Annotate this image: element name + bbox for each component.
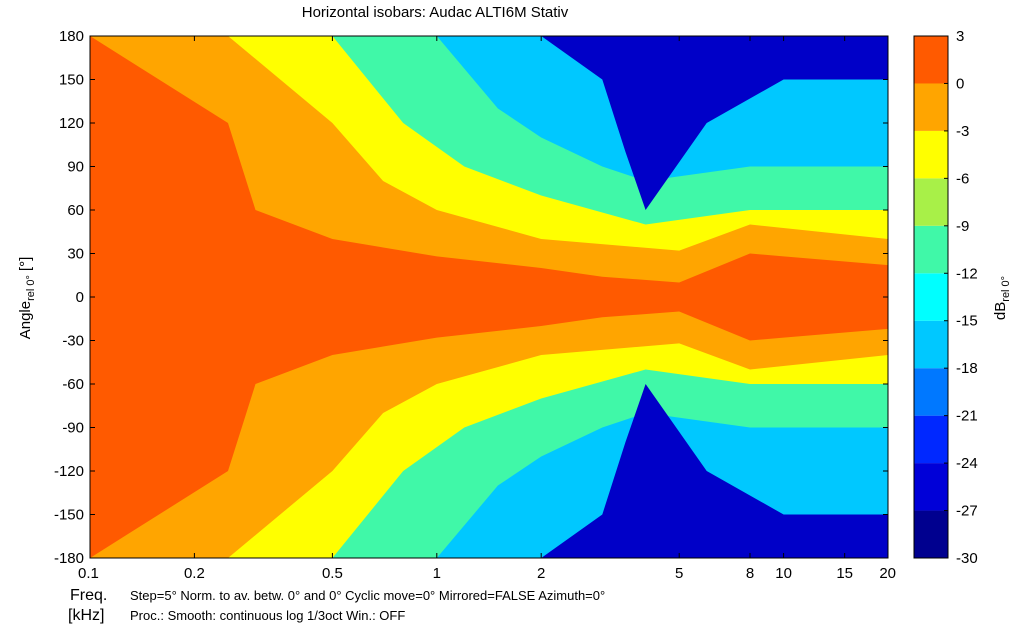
- colorbar-swatch: [914, 36, 948, 84]
- colorbar-tick-label: 3: [956, 28, 964, 45]
- y-axis-label-sub: rel 0°: [25, 275, 37, 301]
- y-axis-label: Anglerel 0° [°]: [17, 257, 37, 340]
- heatmap-plot-area: [90, 36, 888, 558]
- colorbar-swatch: [914, 463, 948, 511]
- chart-title: Horizontal isobars: Audac ALTI6M Stativ: [302, 4, 569, 21]
- colorbar: [914, 36, 948, 558]
- x-tick-label: 20: [879, 565, 896, 582]
- colorbar-label: dBrel 0°: [992, 276, 1012, 320]
- y-tick-label: -180: [54, 550, 84, 567]
- y-tick-label: 0: [76, 289, 84, 306]
- isobar-contours: [90, 36, 888, 558]
- y-tick-label: -60: [62, 376, 84, 393]
- colorbar-swatch: [914, 320, 948, 369]
- colorbar-tick-label: -3: [956, 123, 969, 140]
- colorbar-swatch: [914, 510, 948, 558]
- colorbar-tick-label: -12: [956, 265, 978, 282]
- colorbar-label-main: dB: [992, 302, 1009, 320]
- x-axis-label: Freq.: [70, 587, 107, 604]
- colorbar-tick-label: -21: [956, 408, 978, 425]
- colorbar-label-sub: rel 0°: [1000, 276, 1012, 302]
- colorbar-tick-label: 0: [956, 75, 964, 92]
- colorbar-tick-label: -18: [956, 360, 978, 377]
- colorbar-swatch: [914, 273, 948, 321]
- colorbar-swatch: [914, 178, 948, 226]
- x-tick-label: 10: [775, 565, 792, 582]
- x-tick-label: 0.1: [78, 565, 99, 582]
- x-axis-unit: [kHz]: [68, 607, 104, 624]
- y-axis-label-unit: [°]: [17, 257, 34, 271]
- x-tick-label: 5: [675, 565, 683, 582]
- y-tick-label: -150: [54, 507, 84, 524]
- colorbar-tick-label: -6: [956, 170, 969, 187]
- y-tick-label: 60: [67, 202, 84, 219]
- y-tick-label: -90: [62, 420, 84, 437]
- colorbar-frame: [913, 35, 949, 559]
- colorbar-swatch: [914, 225, 948, 274]
- y-tick-label: 30: [67, 246, 84, 263]
- footer-line2: Proc.: Smooth: continuous log 1/3oct Win…: [130, 608, 405, 623]
- colorbar-ticks: 3 0 -3 -6 -9 -12 -15 -18 -21 -24 -27 -30: [944, 28, 978, 567]
- y-tick-label: 150: [59, 72, 84, 89]
- x-tick-label: 15: [836, 565, 853, 582]
- y-tick-label: -30: [62, 333, 84, 350]
- x-tick-label: 8: [746, 565, 754, 582]
- y-tick-label: 120: [59, 115, 84, 132]
- colorbar-tick-label: -27: [956, 503, 978, 520]
- colorbar-tick-label: -9: [956, 218, 969, 235]
- colorbar-swatch: [914, 368, 948, 416]
- footer-line1: Step=5° Norm. to av. betw. 0° and 0° Cyc…: [130, 588, 605, 603]
- x-tick-label: 1: [433, 565, 441, 582]
- y-axis-ticks: 180 150 120 90 60 30 0 -30 -60 -90 -120 -150 -180: [54, 28, 888, 567]
- x-tick-label: 0.5: [322, 565, 343, 582]
- isobar-region-m24-upper: [541, 36, 888, 210]
- colorbar-tick-label: -30: [956, 550, 978, 567]
- isobar-region-m24-lower: [541, 384, 888, 558]
- x-axis-ticks: 0.1 0.2 0.5 1 2 5 8 10 15 20: [78, 36, 896, 582]
- colorbar-swatch: [914, 415, 948, 464]
- colorbar-swatch: [914, 130, 948, 179]
- svg-text:dBrel 0°: dBrel 0°: [992, 276, 1012, 320]
- y-tick-label: -120: [54, 463, 84, 480]
- x-tick-label: 2: [537, 565, 545, 582]
- y-tick-label: 180: [59, 28, 84, 45]
- svg-text:Anglerel 0°[°]: Anglerel 0° [°]: [17, 257, 37, 340]
- colorbar-tick-label: -15: [956, 313, 978, 330]
- y-axis-label-main: Angle: [17, 301, 34, 339]
- y-tick-label: 90: [67, 159, 84, 176]
- x-tick-label: 0.2: [184, 565, 205, 582]
- colorbar-tick-label: -24: [956, 455, 978, 472]
